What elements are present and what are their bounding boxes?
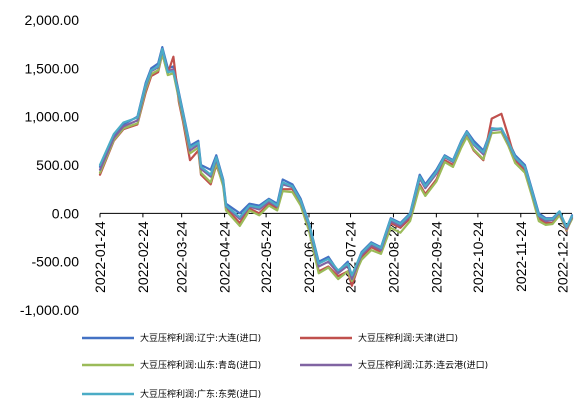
y-tick-label: -500.00 — [32, 254, 80, 270]
y-axis-labels: 2,000.00 1,500.00 1,000.00 500.00 0.00 -500.0… — [20, 12, 79, 318]
legend-label: 大豆压榨利润:广东:东莞(进口) — [140, 388, 261, 400]
y-tick-label: 1,000.00 — [25, 109, 80, 125]
x-tick-label: 2022-09-24 — [428, 221, 444, 293]
x-tick-label: 2022-08-24 — [385, 221, 401, 293]
x-tick-label: 2022-01-24 — [92, 221, 108, 293]
x-tick-label: 2022-04-24 — [217, 221, 233, 293]
series-line — [98, 45, 574, 278]
x-axis-ticks — [99, 213, 563, 218]
x-tick-label: 2022-11-24 — [513, 221, 529, 292]
x-axis-labels: 2022-01-24 2022-02-24 2022-03-24 2022-04-24… — [92, 221, 570, 293]
x-tick-label: 2022-10-24 — [470, 221, 486, 293]
series-line — [98, 47, 574, 277]
legend-label: 大豆压榨利润:山东:青岛(进口) — [140, 359, 261, 371]
series-line — [98, 48, 574, 281]
y-tick-label: 2,000.00 — [25, 12, 80, 28]
series-line — [98, 52, 574, 283]
x-tick-label: 2022-03-24 — [174, 221, 190, 293]
x-tick-label: 2022-05-24 — [258, 221, 274, 293]
y-tick-label: 0.00 — [52, 205, 79, 221]
series-line — [98, 52, 574, 287]
legend: 大豆压榨利润:辽宁:大连(进口) 大豆压榨利润:天津(进口) 大豆压榨利润:山东:青… — [82, 332, 488, 400]
y-tick-label: 500.00 — [36, 157, 79, 173]
x-tick-label: 2022-12-24 — [554, 221, 570, 293]
legend-label: 大豆压榨利润:天津(进口) — [358, 332, 458, 344]
y-tick-label: 1,500.00 — [25, 60, 80, 76]
series-lines — [98, 45, 574, 287]
x-tick-label: 2022-02-24 — [135, 221, 151, 293]
legend-label: 大豆压榨利润:辽宁:大连(进口) — [140, 332, 261, 344]
legend-label: 大豆压榨利润:江苏:连云港(进口) — [358, 359, 488, 371]
y-tick-label: -1,000.00 — [20, 302, 79, 318]
